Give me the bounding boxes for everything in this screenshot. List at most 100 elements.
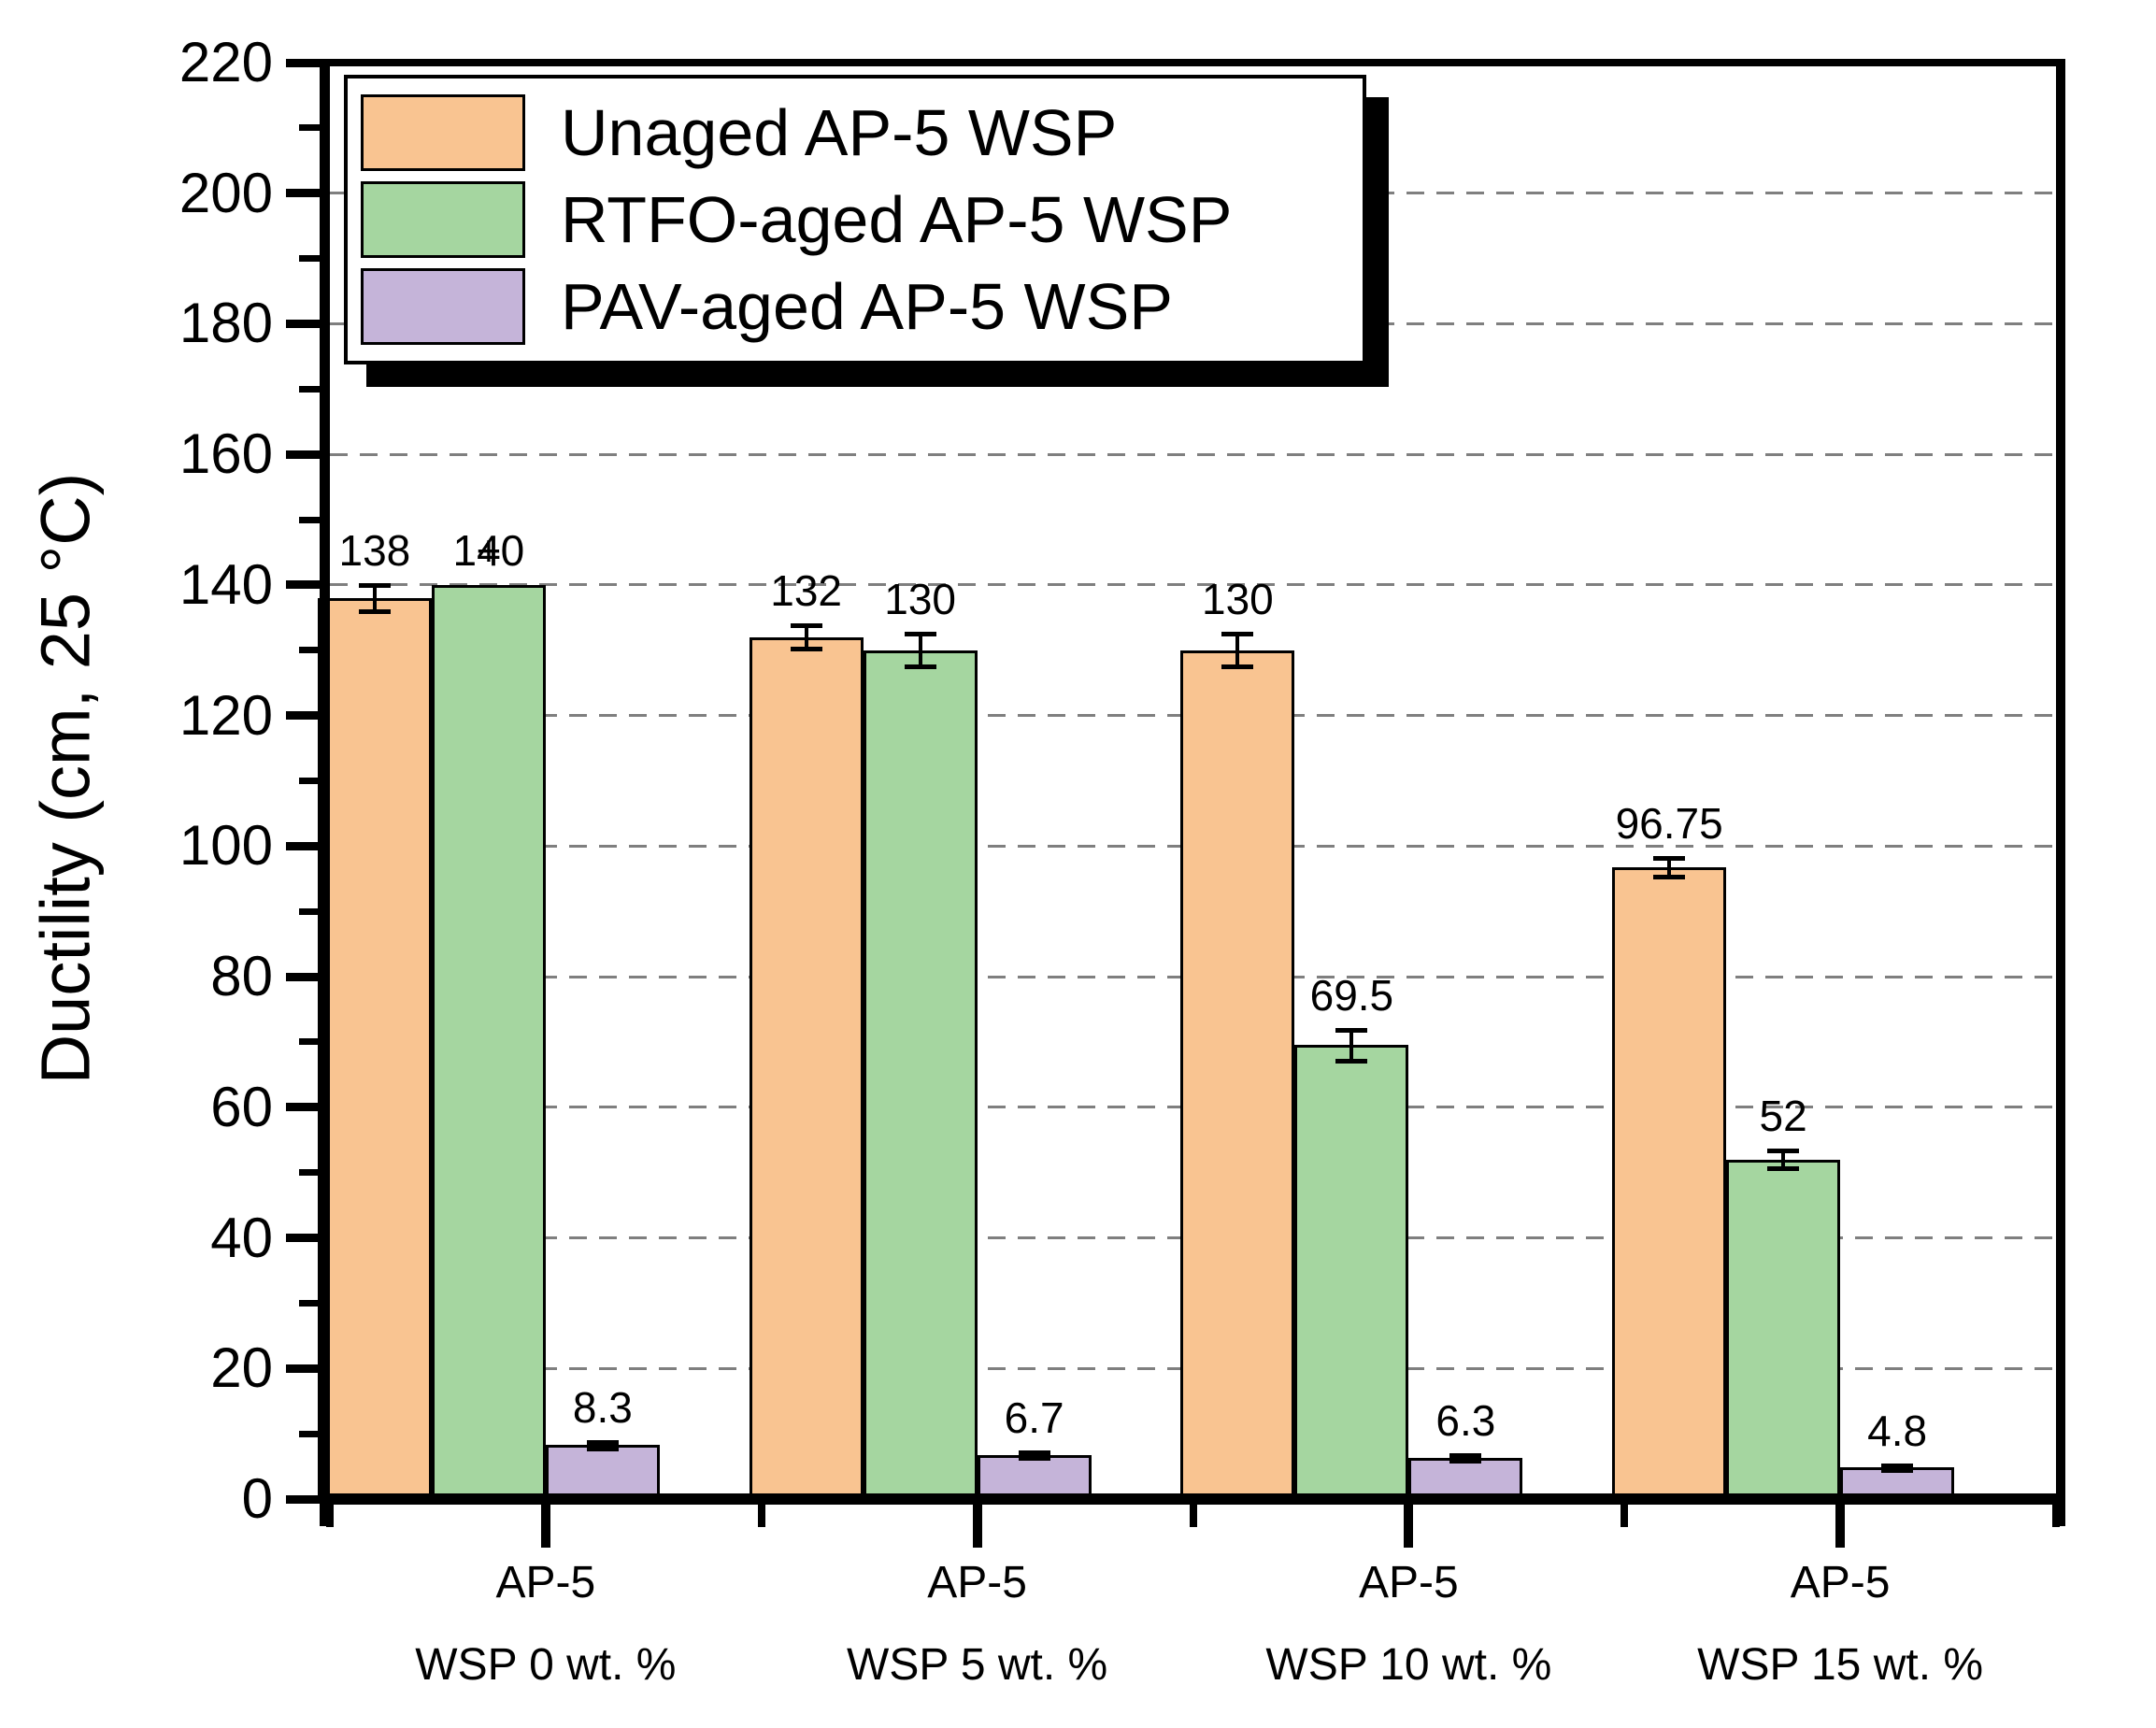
legend-swatch-pav bbox=[361, 268, 525, 345]
error-bar-line bbox=[918, 634, 922, 667]
bar-unaged-g2 bbox=[1180, 650, 1295, 1503]
bar-rtfo-aged-g0 bbox=[431, 584, 546, 1503]
y-major-tick-180 bbox=[286, 319, 320, 328]
bar-value-label: 52 bbox=[1759, 1091, 1807, 1140]
legend: Unaged AP-5 WSP RTFO-aged AP-5 WSP PAV-a… bbox=[344, 75, 1366, 364]
legend-swatch-rtfo bbox=[361, 181, 525, 258]
error-bar-cap bbox=[358, 582, 391, 588]
x-major-tick-3 bbox=[1835, 1505, 1846, 1548]
bar-value-label: 96.75 bbox=[1615, 799, 1723, 849]
x-category-line1: AP-5 bbox=[1359, 1558, 1459, 1607]
error-bar-line bbox=[1895, 1465, 1900, 1470]
x-category-label-0: AP-5 WSP 0 wt. % bbox=[256, 1542, 835, 1707]
error-bar-line bbox=[1235, 634, 1240, 667]
gridline-y20 bbox=[330, 1366, 2056, 1370]
y-tick-label-0: 0 bbox=[241, 1467, 273, 1530]
y-tick-label-100: 100 bbox=[178, 814, 273, 878]
x-boundary-tick-1 bbox=[757, 1505, 765, 1527]
y-tick-label-140: 140 bbox=[178, 552, 273, 616]
y-major-tick-0 bbox=[286, 1494, 320, 1504]
error-bar-cap bbox=[1018, 1450, 1050, 1456]
y-major-tick-200 bbox=[286, 189, 320, 198]
bar-unaged-g0 bbox=[317, 597, 432, 1503]
error-bar-cap bbox=[586, 1446, 619, 1451]
y-major-tick-120 bbox=[286, 711, 320, 721]
y-minor-tick-130 bbox=[299, 647, 320, 654]
x-category-line2: WSP 5 wt. % bbox=[847, 1640, 1108, 1690]
error-bar-cap bbox=[1653, 856, 1686, 862]
error-bar-cap bbox=[1335, 1027, 1368, 1033]
error-bar-line bbox=[804, 625, 808, 650]
y-major-tick-140 bbox=[286, 580, 320, 590]
gridline-y160 bbox=[330, 452, 2056, 456]
x-category-line2: WSP 10 wt. % bbox=[1265, 1640, 1552, 1690]
gridline-y80 bbox=[330, 975, 2056, 978]
x-category-line1: AP-5 bbox=[927, 1558, 1027, 1607]
error-bar-cap bbox=[1221, 664, 1254, 670]
y-major-tick-100 bbox=[286, 841, 320, 850]
x-category-line2: WSP 0 wt. % bbox=[415, 1640, 677, 1690]
y-minor-tick-210 bbox=[299, 124, 320, 132]
error-bar-cap bbox=[790, 647, 822, 652]
bar-unaged-g3 bbox=[1612, 867, 1727, 1503]
bar-rtfo-aged-g2 bbox=[1294, 1045, 1409, 1503]
error-bar-cap bbox=[1221, 632, 1254, 637]
x-boundary-tick-3 bbox=[1621, 1505, 1629, 1527]
gridline-y120 bbox=[330, 714, 2056, 718]
y-minor-tick-50 bbox=[299, 1169, 320, 1177]
x-boundary-tick-2 bbox=[1189, 1505, 1197, 1527]
y-minor-tick-110 bbox=[299, 778, 320, 784]
bar-rtfo-aged-g1 bbox=[863, 650, 978, 1503]
error-bar-line bbox=[372, 584, 377, 611]
x-category-label-1: AP-5 WSP 5 wt. % bbox=[688, 1542, 1267, 1707]
error-bar-cap bbox=[358, 608, 391, 614]
y-major-tick-60 bbox=[286, 1103, 320, 1112]
legend-label-unaged: Unaged AP-5 WSP bbox=[561, 96, 1118, 169]
legend-label-pav: PAV-aged AP-5 WSP bbox=[561, 270, 1173, 343]
gridline-y140 bbox=[330, 583, 2056, 587]
plot-frame-right bbox=[2056, 59, 2065, 1526]
legend-item-unaged: Unaged AP-5 WSP bbox=[361, 90, 1349, 176]
x-major-tick-0 bbox=[540, 1505, 550, 1548]
bar-value-label: 6.7 bbox=[1004, 1393, 1064, 1443]
error-bar-cap bbox=[790, 623, 822, 629]
y-tick-label-180: 180 bbox=[178, 292, 273, 355]
y-major-tick-80 bbox=[286, 972, 320, 981]
gridline-y100 bbox=[330, 844, 2056, 848]
x-major-tick-2 bbox=[1404, 1505, 1414, 1548]
bar-unaged-g1 bbox=[749, 636, 864, 1503]
y-tick-label-120: 120 bbox=[178, 683, 273, 747]
error-bar-line bbox=[1781, 1150, 1786, 1169]
y-minor-tick-30 bbox=[299, 1299, 320, 1307]
bar-value-label: 130 bbox=[884, 575, 956, 624]
y-tick-label-220: 220 bbox=[178, 31, 273, 93]
x-category-label-2: AP-5 WSP 10 wt. % bbox=[1119, 1542, 1698, 1707]
y-major-tick-160 bbox=[286, 450, 320, 459]
x-category-line1: AP-5 bbox=[495, 1558, 596, 1607]
error-bar-line bbox=[1464, 1455, 1468, 1461]
x-major-tick-1 bbox=[972, 1505, 982, 1548]
error-bar-cap bbox=[1653, 874, 1686, 879]
bar-value-label: 140 bbox=[452, 525, 525, 575]
y-tick-label-160: 160 bbox=[178, 422, 273, 486]
legend-swatch-unaged bbox=[361, 94, 525, 171]
error-bar-cap bbox=[1449, 1453, 1482, 1459]
y-minor-tick-10 bbox=[299, 1430, 320, 1437]
error-bar-cap bbox=[1335, 1059, 1368, 1064]
y-major-tick-220 bbox=[286, 58, 320, 67]
bar-value-label: 69.5 bbox=[1309, 970, 1394, 1020]
y-minor-tick-190 bbox=[299, 255, 320, 263]
error-bar-cap bbox=[904, 632, 936, 637]
gridline-y60 bbox=[330, 1106, 2056, 1109]
error-bar-cap bbox=[1881, 1464, 1914, 1469]
y-major-tick-20 bbox=[286, 1364, 320, 1373]
legend-label-rtfo: RTFO-aged AP-5 WSP bbox=[561, 183, 1233, 256]
x-axis-line bbox=[320, 1493, 2065, 1505]
gridline-y40 bbox=[330, 1236, 2056, 1240]
bar-value-label: 138 bbox=[338, 525, 411, 575]
y-tick-label-20: 20 bbox=[210, 1336, 273, 1400]
x-category-line1: AP-5 bbox=[1790, 1558, 1891, 1607]
error-bar-line bbox=[600, 1441, 605, 1449]
plot-frame-top bbox=[320, 59, 2065, 66]
